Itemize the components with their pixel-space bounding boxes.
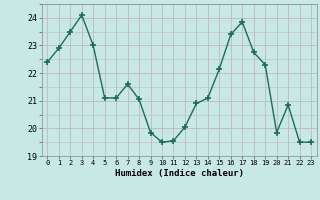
X-axis label: Humidex (Indice chaleur): Humidex (Indice chaleur) bbox=[115, 169, 244, 178]
